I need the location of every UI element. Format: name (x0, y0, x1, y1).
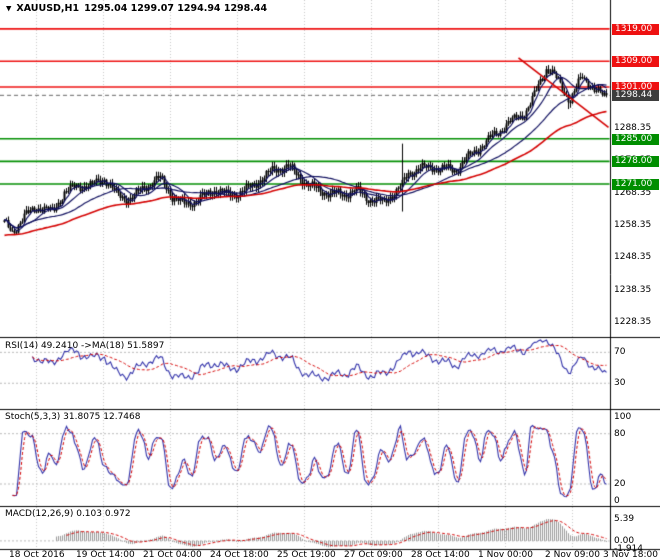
chart-canvas[interactable] (0, 0, 660, 560)
trading-chart-window: ▼ XAUUSD,H1 1295.04 1299.07 1294.94 1298… (0, 0, 660, 560)
